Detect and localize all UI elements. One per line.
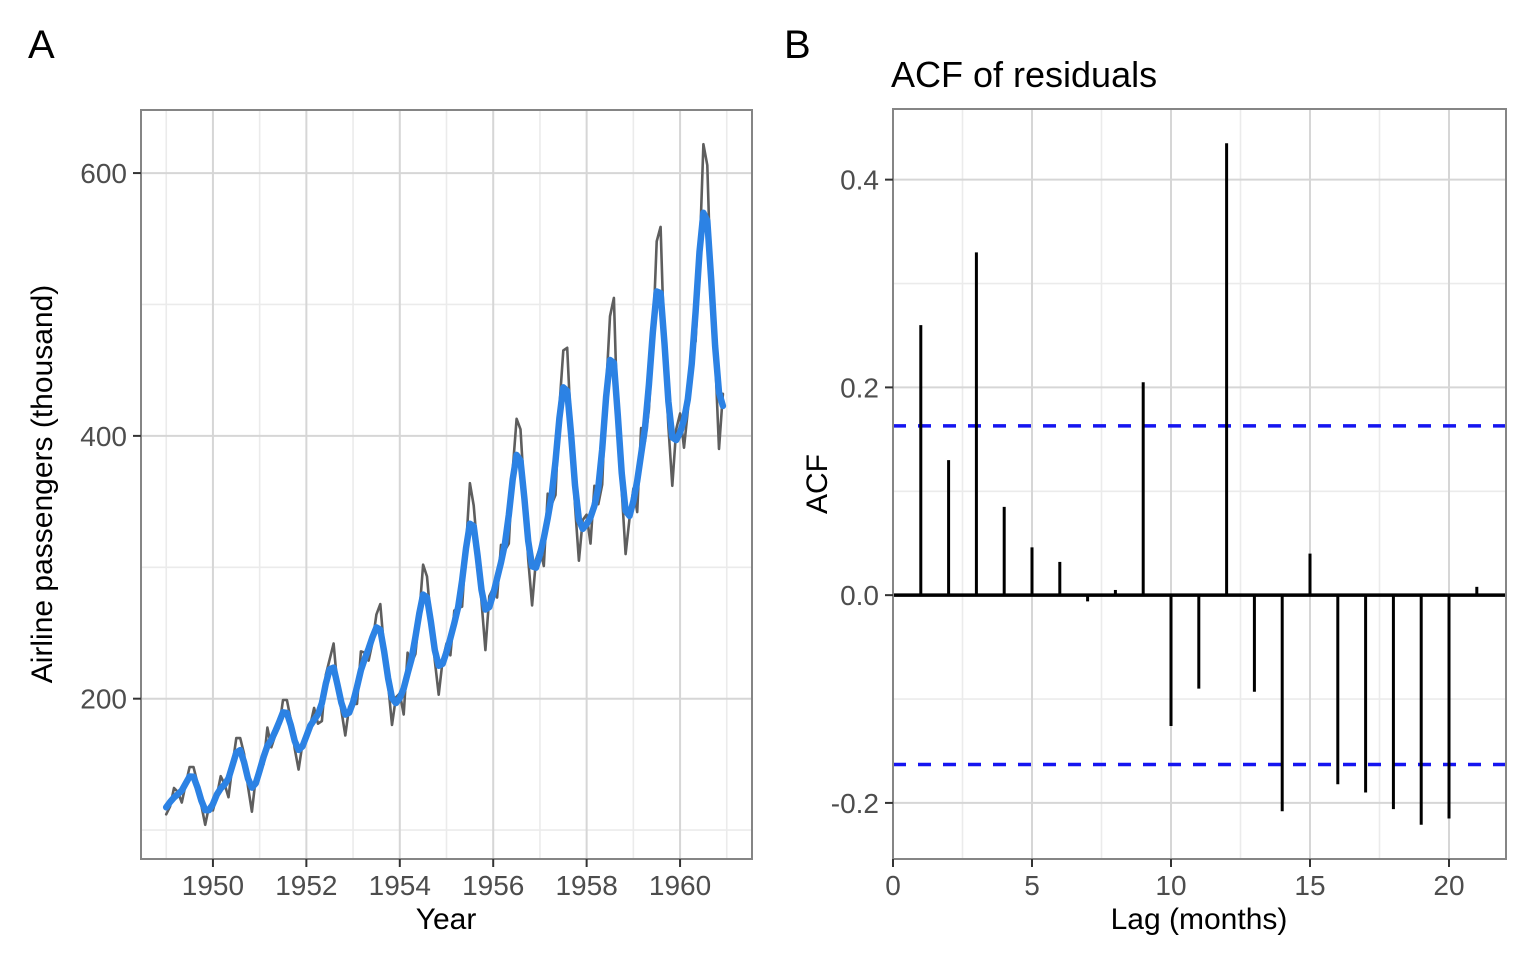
y-tick-label: 600 bbox=[80, 158, 127, 189]
y-tick-label: -0.2 bbox=[831, 788, 879, 819]
y-tick-label: 0.0 bbox=[840, 580, 879, 611]
panel-b-x-axis-title: Lag (months) bbox=[1111, 903, 1288, 936]
x-tick-label: 1960 bbox=[649, 870, 711, 901]
y-tick-label: 0.4 bbox=[840, 165, 879, 196]
panel-border bbox=[892, 108, 1507, 860]
fitted-line bbox=[162, 209, 727, 814]
x-tick-label: 10 bbox=[1155, 870, 1186, 901]
acf-group bbox=[893, 143, 1506, 825]
panel-border bbox=[140, 109, 753, 860]
panel-b-title: ACF of residuals bbox=[891, 54, 1157, 95]
y-tick-label: 400 bbox=[80, 421, 127, 452]
x-tick-label: 1956 bbox=[462, 870, 524, 901]
y-tick-label: 200 bbox=[80, 684, 127, 715]
x-tick-label: 1954 bbox=[369, 870, 431, 901]
panel-b-plot-area: 0 5 10 15 20 0.4 0.2 0.0 -0.2 bbox=[831, 108, 1507, 901]
x-tick-label: 5 bbox=[1024, 870, 1040, 901]
panel-a-y-axis-title: Airline passengers (thousand) bbox=[26, 285, 59, 684]
x-tick-label: 15 bbox=[1294, 870, 1325, 901]
panel-b-label: B bbox=[784, 23, 811, 67]
panel-a-plot-area: 1950 1952 1954 1956 1958 1960 200 400 600 bbox=[80, 109, 753, 901]
y-tick-label: 0.2 bbox=[840, 372, 879, 403]
x-tick-label: 1952 bbox=[275, 870, 337, 901]
panel-b-y-axis-title: ACF bbox=[801, 454, 834, 514]
x-tick-label: 1950 bbox=[182, 870, 244, 901]
x-tick-label: 1958 bbox=[555, 870, 617, 901]
panel-a-label: A bbox=[28, 23, 55, 67]
x-tick-label: 20 bbox=[1433, 870, 1464, 901]
panel-a-x-axis-title: Year bbox=[416, 903, 477, 936]
series-group bbox=[162, 142, 727, 827]
x-tick-label: 0 bbox=[885, 870, 901, 901]
